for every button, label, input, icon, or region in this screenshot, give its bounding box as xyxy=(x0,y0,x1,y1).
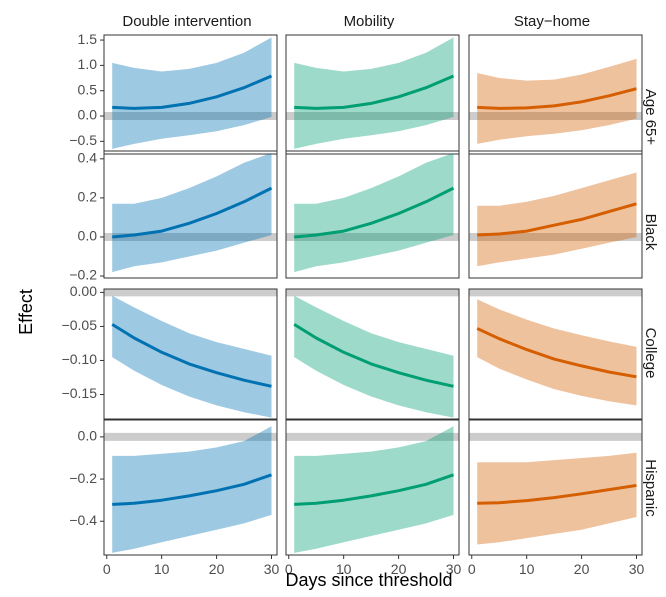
x-tick-label: 20 xyxy=(391,561,407,577)
y-tick-label: −0.4 xyxy=(69,512,97,528)
panel-hispanic-stay-home xyxy=(469,432,642,545)
x-tick-label: 0 xyxy=(103,561,111,577)
estimate-line-hispanic-stay-home xyxy=(477,483,637,505)
estimate-line-college-double-intervention xyxy=(111,323,272,388)
panel-college-double-intervention xyxy=(104,289,277,418)
y-tick-label: 0.4 xyxy=(78,150,98,166)
panel-border xyxy=(285,150,460,279)
panel-border xyxy=(468,150,643,279)
panel-black-mobility xyxy=(286,153,459,273)
estimate-line-college-stay-home xyxy=(476,327,637,379)
row-strip-labels: Age 65+ Black College Hispanic xyxy=(642,89,659,517)
confidence-band-age-65-stay-home xyxy=(477,58,637,144)
panel-border xyxy=(468,34,643,155)
y-tick-label: 0.2 xyxy=(78,189,98,205)
confidence-band-college-mobility xyxy=(294,295,454,418)
x-tick-label: 0 xyxy=(285,561,293,577)
panel-age-65-mobility xyxy=(286,37,459,149)
panel-age-65-double-intervention xyxy=(104,37,277,149)
panel-college-stay-home xyxy=(469,289,642,406)
panel-border xyxy=(468,288,643,420)
y-axis-title: Effect xyxy=(16,289,36,335)
confidence-band-black-stay-home xyxy=(477,172,637,267)
x-tick-label: 30 xyxy=(264,561,280,577)
panel-border xyxy=(285,288,460,420)
panel-college-mobility xyxy=(286,289,459,418)
x-tick-label: 10 xyxy=(519,561,535,577)
estimate-line-hispanic-mobility xyxy=(294,473,454,506)
panel-black-stay-home xyxy=(469,172,642,267)
panel-black-double-intervention xyxy=(104,153,277,273)
x-tick-label: 30 xyxy=(446,561,462,577)
column-strip-labels: Double intervention Mobility Stay−home xyxy=(122,13,590,30)
estimate-line-black-stay-home xyxy=(477,202,637,237)
x-axis-title: Days since threshold xyxy=(285,570,452,590)
y-tick-label: 1.5 xyxy=(78,31,98,47)
confidence-band-black-mobility xyxy=(294,153,454,273)
y-tick-label: −0.2 xyxy=(69,267,97,283)
y-tick-label: −0.05 xyxy=(62,317,98,333)
panel-age-65-stay-home xyxy=(469,58,642,144)
x-tick-label: 20 xyxy=(574,561,590,577)
y-tick-label: −0.2 xyxy=(69,470,97,486)
column-label-mobility: Mobility xyxy=(344,13,395,30)
y-tick-label: −0.15 xyxy=(62,385,98,401)
row-label-college: College xyxy=(642,328,659,379)
x-tick-label: 10 xyxy=(154,561,170,577)
y-axes: −0.5 0.0 0.5 1.0 1.5 −0.2 0.0 0.2 0.4 −0.15 −0.10 −… xyxy=(62,31,104,528)
estimate-line-hispanic-double-intervention xyxy=(112,473,272,506)
estimate-line-black-mobility xyxy=(294,186,455,239)
panel-hispanic-double-intervention xyxy=(104,426,277,553)
y-tick-label: 0.0 xyxy=(78,107,98,123)
y-tick-label: −0.10 xyxy=(62,351,98,367)
panel-border xyxy=(468,419,643,556)
row-label-age-65: Age 65+ xyxy=(642,89,659,146)
confidence-band-college-double-intervention xyxy=(112,295,272,418)
panel-border xyxy=(285,34,460,155)
estimate-line-age-65-stay-home xyxy=(477,87,637,110)
panel-border xyxy=(103,150,278,279)
y-tick-label: 1.0 xyxy=(78,56,98,72)
y-tick-label: 0.5 xyxy=(78,81,98,97)
panel-hispanic-mobility xyxy=(286,426,459,553)
confidence-band-age-65-mobility xyxy=(294,37,454,149)
confidence-band-hispanic-mobility xyxy=(294,426,454,553)
panel-border xyxy=(103,288,278,420)
y-tick-label: 0.00 xyxy=(70,283,97,299)
panels xyxy=(103,34,643,556)
x-tick-label: 30 xyxy=(629,561,645,577)
y-tick-label: 0.0 xyxy=(78,228,98,244)
confidence-band-black-double-intervention xyxy=(112,153,272,273)
row-label-hispanic: Hispanic xyxy=(642,459,659,517)
y-tick-label: 0.0 xyxy=(78,428,98,444)
column-label-stay-home: Stay−home xyxy=(514,13,590,30)
panel-border xyxy=(103,419,278,556)
estimate-line-age-65-double-intervention xyxy=(112,74,273,110)
confidence-band-age-65-double-intervention xyxy=(112,37,272,149)
x-tick-label: 10 xyxy=(336,561,352,577)
estimate-line-black-double-intervention xyxy=(112,186,273,239)
y-tick-label: −0.5 xyxy=(69,132,97,148)
x-tick-label: 20 xyxy=(209,561,225,577)
confidence-band-hispanic-double-intervention xyxy=(112,426,272,553)
confidence-band-college-stay-home xyxy=(477,299,637,406)
x-tick-label: 0 xyxy=(468,561,476,577)
x-axes: 0 10 20 30 0 10 20 30 0 10 20 30 xyxy=(103,555,645,577)
column-label-double-intervention: Double intervention xyxy=(122,13,251,30)
panel-border xyxy=(285,419,460,556)
row-label-black: Black xyxy=(642,214,659,251)
estimate-line-college-mobility xyxy=(293,323,454,388)
panel-border xyxy=(103,34,278,155)
estimate-line-age-65-mobility xyxy=(294,74,455,110)
